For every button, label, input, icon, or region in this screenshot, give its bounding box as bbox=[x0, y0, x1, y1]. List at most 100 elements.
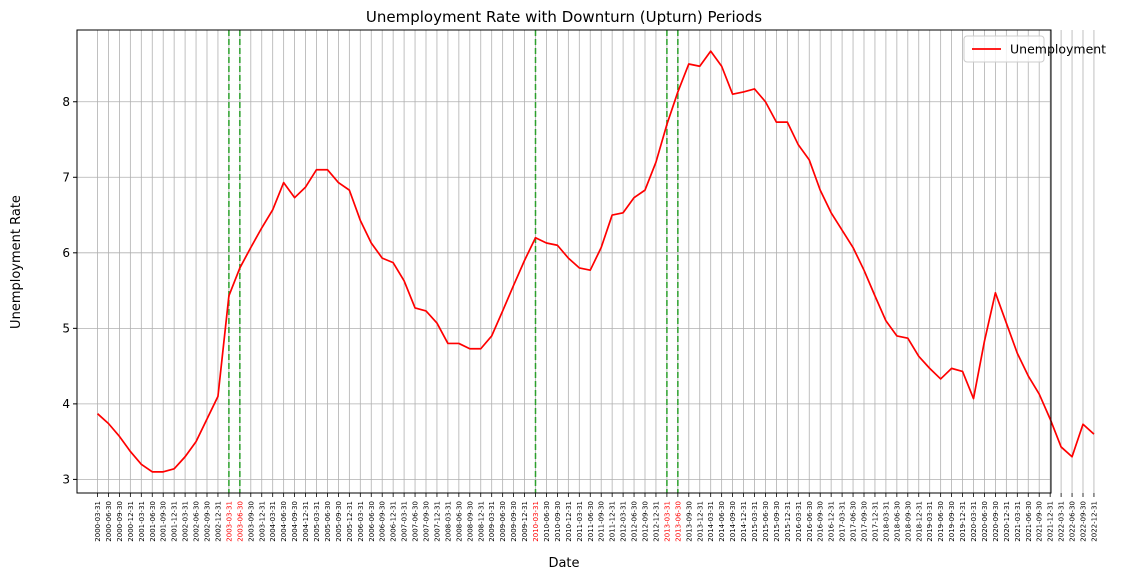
x-tick-label: 2017-12-31 bbox=[871, 501, 879, 542]
x-tick-label: 2022-06-30 bbox=[1069, 501, 1077, 542]
x-tick-label: 2011-06-30 bbox=[587, 501, 595, 542]
x-tick-label: 2007-09-30 bbox=[423, 501, 431, 542]
y-tick-label: 7 bbox=[62, 170, 70, 184]
x-tick-label: 2003-06-30 bbox=[236, 501, 244, 542]
x-tick-label: 2015-09-30 bbox=[773, 501, 781, 542]
legend-label-unemployment: Unemployment bbox=[1010, 42, 1106, 57]
x-tick-label: 2001-12-31 bbox=[171, 501, 179, 542]
x-tick-label: 2000-03-31 bbox=[94, 501, 102, 542]
x-tick-label: 2019-03-31 bbox=[926, 501, 934, 542]
x-tick-label: 2021-12-31 bbox=[1047, 501, 1055, 542]
x-tick-label: 2013-12-31 bbox=[696, 501, 704, 542]
x-tick-label: 2021-06-30 bbox=[1025, 501, 1033, 542]
x-tick-label: 2004-03-31 bbox=[269, 501, 277, 542]
x-tick-label: 2005-09-30 bbox=[335, 501, 343, 542]
x-tick-label: 2011-12-31 bbox=[609, 501, 617, 542]
x-tick-label: 2018-03-31 bbox=[882, 501, 890, 542]
series-line-unemployment bbox=[96, 50, 1095, 473]
x-tick-label: 2000-06-30 bbox=[105, 501, 113, 542]
x-tick-label: 2002-12-31 bbox=[214, 501, 222, 542]
downturn-period-lines bbox=[228, 30, 679, 493]
x-tick-label: 2015-06-30 bbox=[762, 501, 770, 542]
x-tick-label: 2003-09-30 bbox=[247, 501, 255, 542]
x-tick-label: 2001-03-31 bbox=[138, 501, 146, 542]
legend-box bbox=[963, 35, 1045, 63]
x-tick-label: 2018-12-31 bbox=[915, 501, 923, 542]
x-tick-label: 2002-03-31 bbox=[182, 501, 190, 542]
x-tick-label: 2004-09-30 bbox=[291, 501, 299, 542]
x-axis: 2000-03-31 2000-06-30 2000-09-30 2000-12-31… bbox=[94, 493, 1098, 542]
x-tick-label: 2008-06-30 bbox=[455, 501, 463, 542]
x-tick-label: 2001-09-30 bbox=[160, 501, 168, 542]
x-tick-label: 2010-06-30 bbox=[543, 501, 551, 542]
x-tick-label: 2009-09-30 bbox=[510, 501, 518, 542]
x-tick-label: 2002-09-30 bbox=[204, 501, 212, 542]
x-tick-label: 2012-09-30 bbox=[642, 501, 650, 542]
grid-lines bbox=[77, 30, 1095, 493]
x-tick-label: 2020-06-30 bbox=[981, 501, 989, 542]
y-tick-label: 5 bbox=[62, 321, 70, 335]
y-tick-label: 4 bbox=[62, 397, 70, 411]
x-tick-label: 2002-06-30 bbox=[193, 501, 201, 542]
x-tick-label: 2006-09-30 bbox=[379, 501, 387, 542]
x-tick-label: 2008-03-31 bbox=[444, 501, 452, 542]
x-tick-label: 2012-12-31 bbox=[652, 501, 660, 542]
x-tick-label: 2016-03-31 bbox=[795, 501, 803, 542]
x-tick-label: 2000-12-31 bbox=[127, 501, 135, 542]
x-tick-label: 2021-09-30 bbox=[1036, 501, 1044, 542]
x-tick-label: 2014-06-30 bbox=[718, 501, 726, 542]
series-lines bbox=[96, 50, 1095, 473]
x-tick-label: 2006-06-30 bbox=[368, 501, 376, 542]
chart-title: Unemployment Rate with Downturn (Upturn)… bbox=[366, 8, 762, 26]
x-tick-label: 2007-12-31 bbox=[433, 501, 441, 542]
x-tick-label: 2009-03-31 bbox=[488, 501, 496, 542]
x-tick-label: 2006-12-31 bbox=[390, 501, 398, 542]
x-axis-label: Date bbox=[548, 556, 579, 571]
x-tick-label: 2006-03-31 bbox=[357, 501, 365, 542]
x-tick-label: 2007-03-31 bbox=[401, 501, 409, 542]
x-tick-label: 2018-09-30 bbox=[904, 501, 912, 542]
x-tick-label: 2013-06-30 bbox=[674, 501, 682, 542]
x-tick-label: 2005-12-31 bbox=[346, 501, 354, 542]
x-tick-label: 2016-06-30 bbox=[806, 501, 814, 542]
x-tick-label: 2004-06-30 bbox=[280, 501, 288, 542]
x-tick-label: 2016-09-30 bbox=[817, 501, 825, 542]
x-tick-label: 2015-12-31 bbox=[784, 501, 792, 542]
x-tick-label: 2004-12-31 bbox=[302, 501, 310, 542]
x-tick-label: 2021-03-31 bbox=[1014, 501, 1022, 542]
x-tick-label: 2000-09-30 bbox=[116, 501, 124, 542]
x-tick-label: 2001-06-30 bbox=[149, 501, 157, 542]
x-tick-label: 2005-03-31 bbox=[313, 501, 321, 542]
x-tick-label: 2019-09-30 bbox=[948, 501, 956, 542]
x-tick-label: 2014-12-31 bbox=[740, 501, 748, 542]
x-tick-label: 2008-09-30 bbox=[466, 501, 474, 542]
x-tick-label: 2017-06-30 bbox=[850, 501, 858, 542]
y-tick-label: 6 bbox=[62, 246, 70, 260]
x-tick-label: 2014-09-30 bbox=[729, 501, 737, 542]
x-tick-label: 2014-03-31 bbox=[707, 501, 715, 542]
x-tick-label: 2007-06-30 bbox=[412, 501, 420, 542]
x-tick-label: 2003-12-31 bbox=[258, 501, 266, 542]
x-tick-label: 2008-12-31 bbox=[477, 501, 485, 542]
x-tick-label: 2016-12-31 bbox=[828, 501, 836, 542]
x-tick-label: 2013-09-30 bbox=[685, 501, 693, 542]
x-tick-label: 2009-06-30 bbox=[499, 501, 507, 542]
y-tick-label: 3 bbox=[62, 472, 70, 486]
x-tick-label: 2022-03-31 bbox=[1058, 501, 1066, 542]
x-tick-label: 2003-03-31 bbox=[225, 501, 233, 542]
plot-frame bbox=[76, 29, 1052, 494]
x-tick-label: 2010-12-31 bbox=[565, 501, 573, 542]
x-tick-label: 2013-03-31 bbox=[663, 501, 671, 542]
x-tick-label: 2010-09-30 bbox=[554, 501, 562, 542]
x-tick-label: 2012-06-30 bbox=[631, 501, 639, 542]
y-tick-label: 8 bbox=[62, 95, 70, 109]
x-tick-label: 2019-06-30 bbox=[937, 501, 945, 542]
x-tick-label: 2011-09-30 bbox=[598, 501, 606, 542]
x-tick-label: 2009-12-31 bbox=[521, 501, 529, 542]
x-tick-label: 2019-12-31 bbox=[959, 501, 967, 542]
x-tick-label: 2010-03-31 bbox=[532, 501, 540, 542]
x-tick-label: 2020-12-31 bbox=[1003, 501, 1011, 542]
x-tick-label: 2022-09-30 bbox=[1080, 501, 1088, 542]
